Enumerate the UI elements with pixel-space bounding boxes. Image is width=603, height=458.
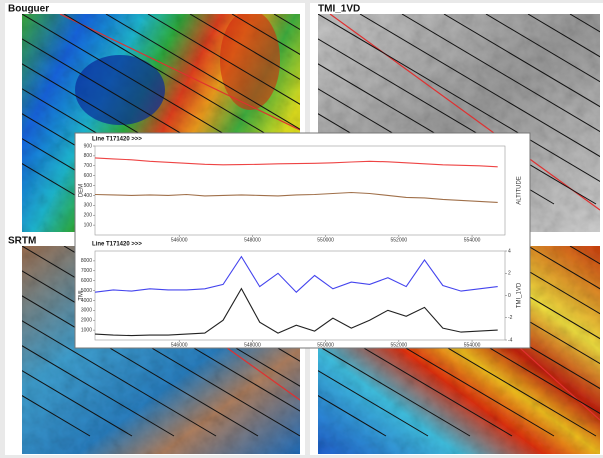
y-tick-label: 2000 [81, 318, 92, 324]
y2-axis-label: ALTITUDE [517, 176, 523, 205]
y-tick-label: 900 [84, 143, 93, 149]
y-tick-label: 600 [84, 173, 93, 179]
y-tick-label: 100 [84, 222, 93, 228]
x-tick-label: 552000 [390, 237, 407, 243]
x-tick-label: 552000 [390, 342, 407, 348]
x-tick-label: 554000 [464, 237, 481, 243]
y-tick-label: 6000 [81, 278, 92, 284]
screenshot: Bouguer TMI_1VD SRTM Line T171420 >>>DEM… [0, 0, 603, 458]
y-tick-label: 5000 [81, 288, 92, 294]
y-tick-label: 200 [84, 213, 93, 219]
y2-tick-label: -4 [508, 337, 513, 343]
panel-title: Bouguer [8, 4, 49, 15]
y2-tick-label: 0 [508, 293, 511, 299]
y-tick-label: 8000 [81, 258, 92, 264]
y-tick-label: 800 [84, 153, 93, 159]
chart-title: Line T171420 >>> [92, 137, 142, 143]
y-tick-label: 3000 [81, 308, 92, 314]
y2-axis-label: TMI_1VD [517, 282, 523, 308]
y-tick-label: 1000 [81, 327, 92, 333]
y-tick-label: 7000 [81, 268, 92, 274]
y-tick-label: 700 [84, 163, 93, 169]
y-tick-label: 500 [84, 183, 93, 189]
chart-title: Line T171420 >>> [92, 242, 142, 248]
y2-tick-label: -2 [508, 315, 513, 321]
x-tick-label: 554000 [464, 342, 481, 348]
x-tick-label: 548000 [244, 342, 261, 348]
panel-title: TMI_1VD [318, 4, 360, 15]
x-tick-label: 546000 [171, 237, 188, 243]
y2-tick-label: 4 [508, 248, 511, 254]
y-tick-label: 400 [84, 193, 93, 199]
x-tick-label: 550000 [317, 342, 334, 348]
y-tick-label: 300 [84, 203, 93, 209]
x-tick-label: 546000 [171, 342, 188, 348]
y2-tick-label: 2 [508, 271, 511, 277]
x-tick-label: 548000 [244, 237, 261, 243]
y-tick-label: 4000 [81, 298, 92, 304]
panel-title: SRTM [8, 236, 36, 247]
x-tick-label: 550000 [317, 237, 334, 243]
figure: Bouguer TMI_1VD SRTM Line T171420 >>>DEM… [0, 0, 603, 458]
